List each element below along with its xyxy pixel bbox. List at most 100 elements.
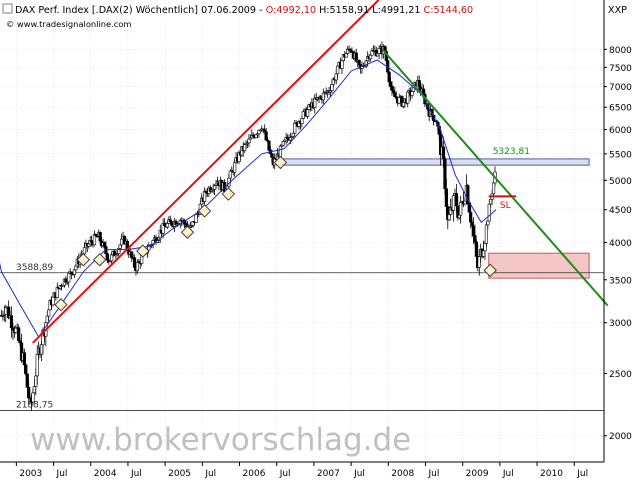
candle-body (477, 256, 481, 268)
candle-body (243, 144, 247, 152)
candle-body (469, 211, 473, 223)
trendlines (32, 0, 609, 344)
candle-body (368, 54, 373, 60)
candle-body (391, 90, 396, 94)
candle-body (9, 315, 14, 329)
svg-text:DAX Perf. Index [.DAX(2) Wöche: DAX Perf. Index [.DAX(2) Wöchentlich] 07… (15, 5, 473, 16)
marker-diamond (483, 263, 497, 278)
support-zone (488, 252, 590, 279)
marker-diamond (136, 244, 150, 258)
x-tick-label: 2003 (19, 469, 42, 479)
candle-body (401, 102, 406, 107)
header-hl: H:5158,91 L:4991,21 (319, 5, 420, 16)
candle-body (18, 340, 22, 344)
candle-body (74, 265, 78, 271)
candle-body (45, 315, 49, 324)
y-tick-label: 7500 (609, 64, 632, 74)
candle-body (47, 309, 51, 317)
candle-body (357, 59, 361, 65)
candle-body (451, 195, 456, 211)
candle-body (406, 91, 410, 104)
candle-body (444, 188, 448, 207)
x-tick-label: Jul (204, 469, 216, 479)
candle-body (22, 352, 26, 366)
candle-body (454, 193, 458, 207)
candle-body (377, 48, 381, 54)
candle-body (130, 251, 134, 258)
candle-body (170, 221, 174, 226)
candle-body (376, 53, 380, 57)
x-tick-label: 2006 (243, 469, 266, 479)
candle-body (301, 111, 305, 119)
candle-body (330, 83, 334, 91)
candle-body (489, 198, 493, 205)
candle-body (110, 254, 114, 262)
candle-body (417, 80, 421, 88)
candle-body (270, 153, 274, 158)
downtrend-line (381, 48, 609, 307)
candle-body (300, 118, 304, 124)
candle-body (474, 241, 479, 257)
candle-body (457, 214, 461, 218)
y-tick-label: 6000 (609, 126, 632, 136)
candle-body (98, 232, 102, 242)
candle-body (233, 162, 237, 173)
candle-body (102, 242, 107, 247)
candle-body (247, 138, 251, 144)
y-tick-label: 5000 (609, 177, 632, 187)
y-tick-label: 3000 (609, 319, 632, 329)
marker-diamond (54, 298, 68, 312)
candle-body (491, 182, 496, 195)
candle-body (388, 81, 393, 87)
grid (0, 0, 604, 462)
candle-body (17, 327, 21, 342)
markers (54, 155, 497, 312)
candle-body (82, 247, 87, 255)
header-site: © www.tradesignalonline.com (6, 19, 132, 29)
annotations: 5323,81 SL (493, 147, 530, 211)
candle-body (421, 88, 426, 95)
resistance-zone (279, 158, 590, 166)
x-tick-label: 2010 (540, 469, 563, 479)
label-5323: 5323,81 (493, 147, 530, 157)
marker-diamond (180, 225, 195, 239)
y-tick-label: 3500 (609, 276, 632, 286)
header-title: DAX Perf. Index [.DAX(2) Wöchentlich] 07… (15, 5, 263, 16)
candle-body (11, 327, 15, 331)
candle-body (410, 91, 414, 96)
candle-body (441, 146, 446, 160)
candle-body (463, 200, 467, 205)
candle-body (387, 71, 391, 83)
candle-body (55, 287, 59, 298)
candle-body (120, 238, 124, 246)
candle-body (254, 134, 258, 138)
candle-body (132, 257, 137, 268)
candle-body (278, 145, 283, 158)
marker-diamond (197, 204, 212, 218)
candle-body (228, 170, 232, 179)
x-tick-label: 2009 (466, 469, 489, 479)
candle-body (267, 140, 271, 151)
candle-body (135, 262, 139, 272)
y-tick-label: 4500 (609, 206, 632, 216)
header-close: C:5144,60 (424, 5, 474, 16)
candle-body (194, 214, 198, 223)
candle-body (447, 214, 451, 221)
candle-body (397, 97, 401, 104)
x-tick-label: Jul (427, 469, 439, 479)
chart-header: DAX Perf. Index [.DAX(2) Wöchentlich] 07… (2, 3, 627, 29)
candle-body (293, 122, 297, 134)
level-3588-label: 3588,89 (16, 263, 53, 273)
label-sl: SL (500, 201, 511, 211)
y-tick-label: 4000 (609, 239, 632, 249)
candle-body (340, 60, 344, 69)
header-icon (2, 3, 13, 14)
candle-body (344, 53, 348, 58)
y-tick-label: 2000 (609, 432, 632, 442)
x-tick-label: Jul (130, 469, 142, 479)
candle-body (32, 386, 36, 394)
level-2188-label: 2188,75 (16, 401, 53, 411)
